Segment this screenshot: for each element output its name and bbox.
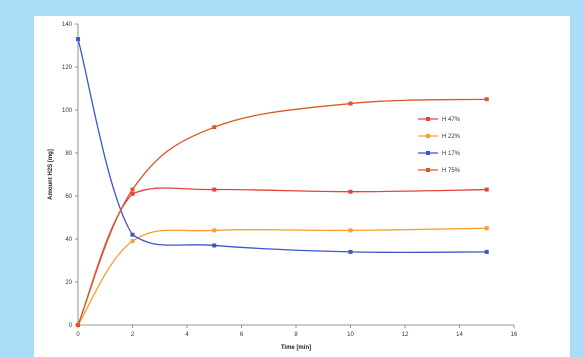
data-point <box>212 125 217 130</box>
series-group <box>76 37 489 254</box>
data-point <box>130 232 135 237</box>
series-layer <box>76 37 489 327</box>
data-point <box>348 189 353 194</box>
legend-label: H 17% <box>442 151 461 157</box>
x-tick-label: 14 <box>456 332 463 338</box>
x-axis-label: Time [min] <box>281 345 311 351</box>
x-tick-label: 8 <box>294 332 298 338</box>
series-line <box>77 98 487 326</box>
legend-label: H 75% <box>442 168 461 174</box>
legend-label: H 47% <box>442 117 461 123</box>
legend-marker <box>426 168 430 172</box>
data-point <box>348 249 353 254</box>
chart-panel: 0 20 40 60 80 100 120 140 0 2 4 6 8 10 12 14 16 H 47% H 2… <box>34 16 570 357</box>
legend-marker <box>426 117 430 121</box>
data-point <box>484 226 489 231</box>
y-tick-label: 120 <box>62 65 73 71</box>
axes: 0 20 40 60 80 100 120 140 0 2 4 6 8 10 12 14 16 <box>62 22 518 338</box>
y-tick-label: 80 <box>65 151 72 157</box>
y-tick-label: 140 <box>62 22 73 28</box>
data-point <box>348 101 353 106</box>
y-tick-label: 100 <box>62 108 73 114</box>
series-line <box>77 38 487 254</box>
y-tick-label: 60 <box>65 194 72 200</box>
data-point <box>130 187 135 192</box>
line-chart: 0 20 40 60 80 100 120 140 0 2 4 6 8 10 12 14 16 H 47% H 2… <box>48 22 518 351</box>
series-line <box>77 187 487 326</box>
y-tick-label: 0 <box>69 323 73 329</box>
series-group <box>76 226 489 327</box>
x-tick-label: 12 <box>402 332 409 338</box>
data-point <box>348 228 353 233</box>
legend-marker <box>426 151 430 155</box>
legend-label: H 22% <box>442 134 461 140</box>
series-group <box>76 187 489 327</box>
x-tick-label: 16 <box>511 332 518 338</box>
data-point <box>76 323 80 327</box>
data-point <box>212 243 217 248</box>
data-point <box>484 97 489 102</box>
legend: H 47% H 22% H 17% H 75% <box>418 117 461 174</box>
data-point <box>76 37 80 42</box>
data-point <box>484 187 489 192</box>
x-tick-label: 0 <box>76 332 80 338</box>
x-tick-label: 2 <box>131 332 135 338</box>
y-tick-label: 40 <box>65 237 72 243</box>
data-point <box>130 239 135 244</box>
legend-marker <box>426 134 430 138</box>
y-tick-label: 20 <box>65 280 72 286</box>
series-group <box>76 97 489 327</box>
data-point <box>212 187 217 192</box>
x-tick-label: 4 <box>185 332 189 338</box>
data-point <box>212 228 217 233</box>
data-point <box>130 191 135 196</box>
x-tick-label: 10 <box>347 332 354 338</box>
y-axis-label: Amount H2S [mg] <box>48 149 54 200</box>
data-point <box>484 249 489 254</box>
series-line <box>77 227 487 326</box>
x-tick-label: 6 <box>240 332 244 338</box>
